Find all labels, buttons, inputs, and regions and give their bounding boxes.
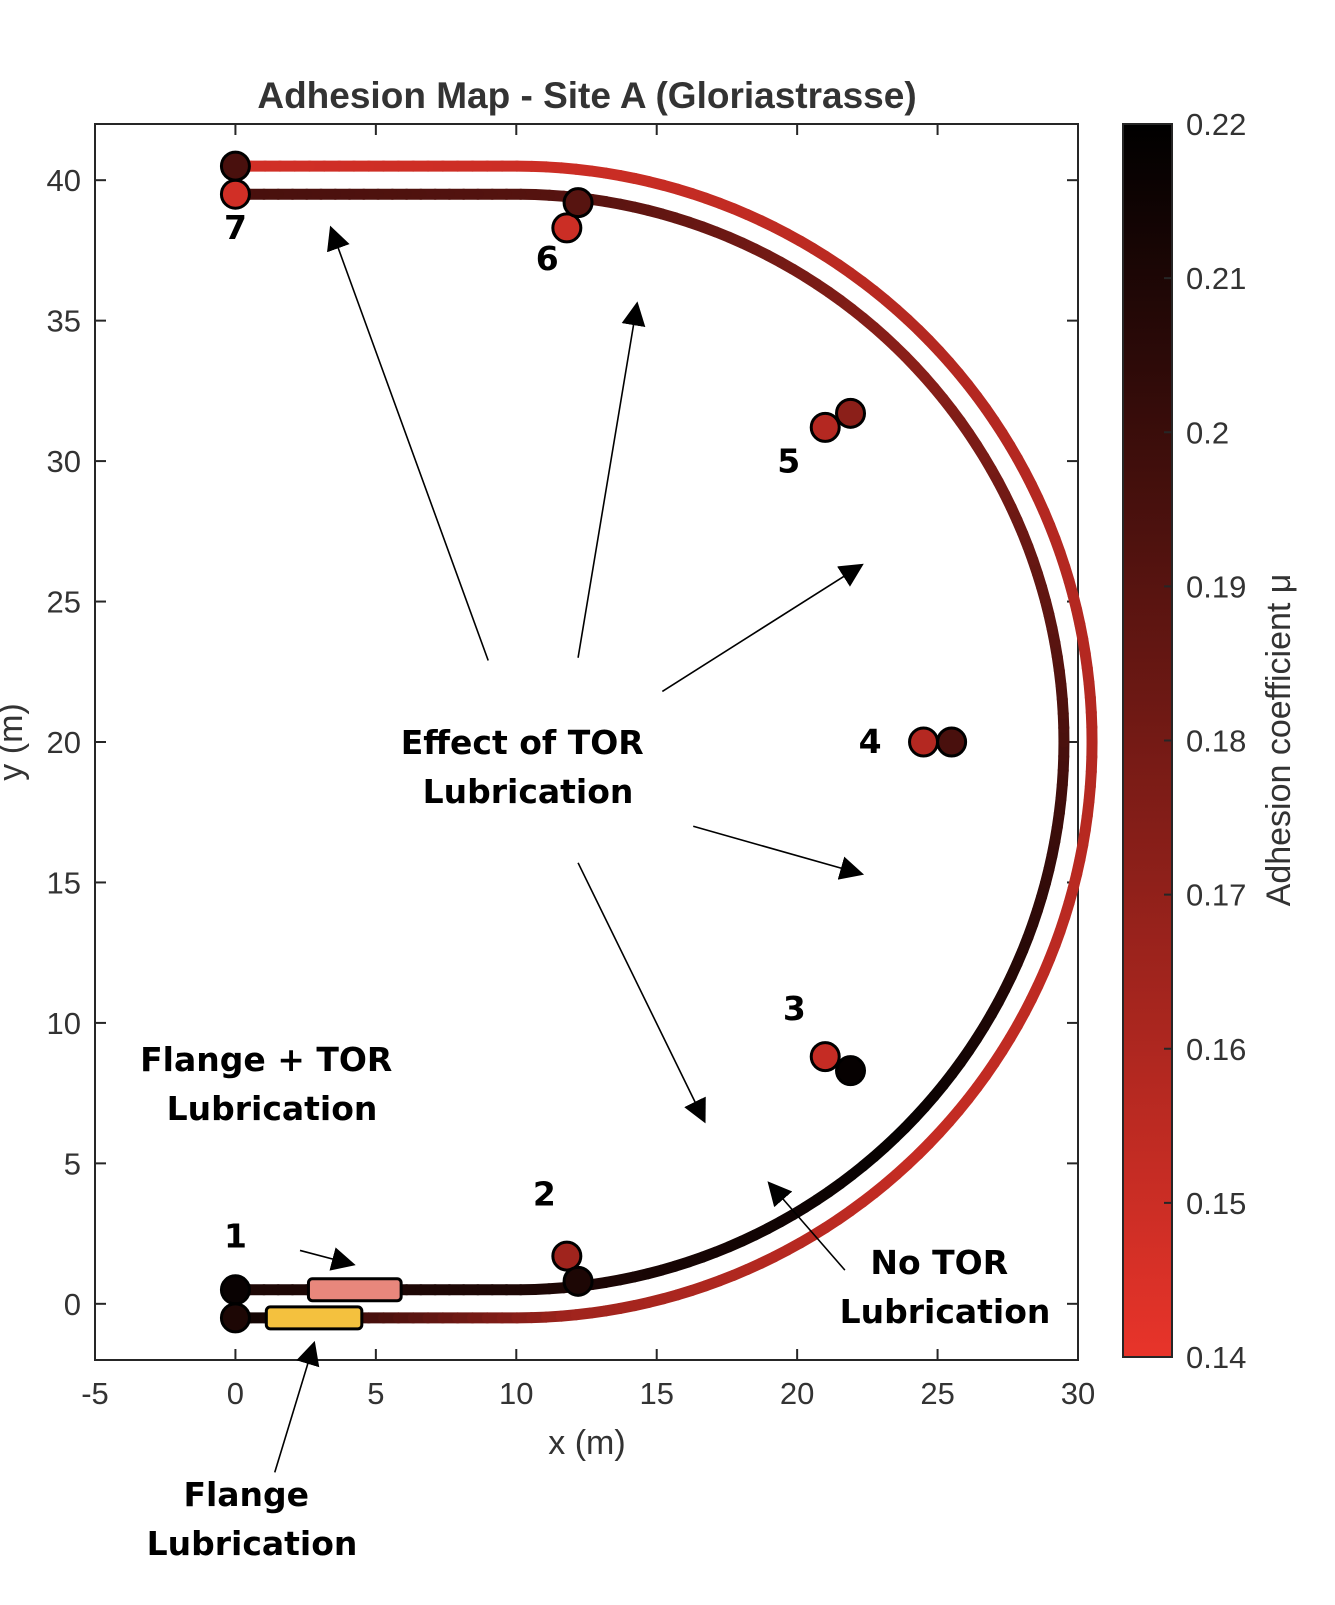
y-tick-label: 20	[47, 725, 81, 760]
measurement-point-outer-7	[221, 180, 249, 208]
y-tick-label: 5	[64, 1146, 81, 1181]
y-tick-label: 0	[64, 1287, 81, 1322]
x-tick-label: 10	[499, 1376, 533, 1411]
colorbar-tick-label: 0.19	[1186, 569, 1246, 604]
annotation-flange-tor-line-2: Lubrication	[167, 1089, 378, 1128]
point-number-label: 3	[783, 989, 806, 1028]
y-tick-label: 30	[47, 444, 81, 479]
measurement-point-outer-5	[811, 413, 839, 441]
annotation-flange-line-1: Flange	[183, 1475, 309, 1514]
measurement-point-outer-3	[811, 1043, 839, 1071]
colorbar-tick-label: 0.14	[1186, 1340, 1246, 1375]
annotation-arrow	[275, 1343, 314, 1472]
annotation-effect-line-2: Lubrication	[423, 772, 634, 811]
y-tick-label: 25	[47, 585, 81, 620]
x-tick-label: 30	[1061, 1376, 1095, 1411]
point-number-label: 7	[224, 208, 247, 247]
point-number-label: 6	[536, 239, 559, 278]
x-tick-label: 5	[367, 1376, 384, 1411]
y-tick-label: 15	[47, 865, 81, 900]
colorbar-tick-label: 0.15	[1186, 1186, 1246, 1221]
measurement-point-inner-6	[564, 189, 592, 217]
measurement-point-inner-2	[564, 1267, 592, 1295]
x-tick-label: 20	[780, 1376, 814, 1411]
colorbar-tick-label: 0.17	[1186, 878, 1246, 913]
lubricator-flange	[266, 1307, 361, 1329]
point-number-label: 5	[777, 441, 800, 480]
colorbar-tick-label: 0.22	[1186, 107, 1246, 142]
colorbar-label: Adhesion coefficient μ	[1260, 574, 1298, 907]
colorbar-tick-label: 0.2	[1186, 415, 1229, 450]
measurement-point-inner-5	[837, 399, 865, 427]
x-tick-label: 15	[639, 1376, 673, 1411]
lubricator-flange_tor	[308, 1279, 401, 1301]
annotation-no-tor-line-1: No TOR	[870, 1243, 1008, 1282]
y-tick-label: 10	[47, 1006, 81, 1041]
measurement-point-inner-7	[221, 152, 249, 180]
measurement-point-inner-3	[837, 1057, 865, 1085]
x-axis-label: x (m)	[548, 1424, 625, 1462]
colorbar-tick-label: 0.16	[1186, 1032, 1246, 1067]
annotation-no-tor-line-2: Lubrication	[840, 1292, 1051, 1331]
x-tick-label: 25	[920, 1376, 954, 1411]
measurement-point-outer-1	[221, 1276, 249, 1304]
colorbar-ticks: 0.14 0.15 0.16 0.17 0.18 0.19 0.2 0.21 0.22	[1164, 107, 1246, 1375]
x-tick-label: 0	[227, 1376, 244, 1411]
measurement-point-outer-2	[553, 1242, 581, 1270]
measurement-point-inner-1	[221, 1304, 249, 1332]
annotation-flange: Flange Lubrication	[147, 1475, 358, 1563]
annotation-effect-line-1: Effect of TOR	[401, 723, 644, 762]
measurement-point-outer-6	[553, 214, 581, 242]
y-axis-label: y (m)	[0, 703, 30, 780]
measurement-point-inner-4	[938, 728, 966, 756]
y-tick-label: 35	[47, 304, 81, 339]
annotation-flange-tor-line-1: Flange + TOR	[140, 1040, 392, 1079]
colorbar-tick-label: 0.21	[1186, 261, 1246, 296]
point-number-label: 4	[859, 722, 882, 761]
annotation-flange-line-2: Lubrication	[147, 1524, 358, 1563]
measurement-point-outer-4	[910, 728, 938, 756]
x-tick-label: -5	[81, 1376, 109, 1411]
point-number-label: 2	[533, 1175, 556, 1214]
colorbar-tick-label: 0.18	[1186, 724, 1246, 759]
y-tick-label: 40	[47, 163, 81, 198]
point-number-label: 1	[224, 1217, 247, 1256]
chart-title: Adhesion Map - Site A (Gloriastrasse)	[257, 75, 916, 116]
